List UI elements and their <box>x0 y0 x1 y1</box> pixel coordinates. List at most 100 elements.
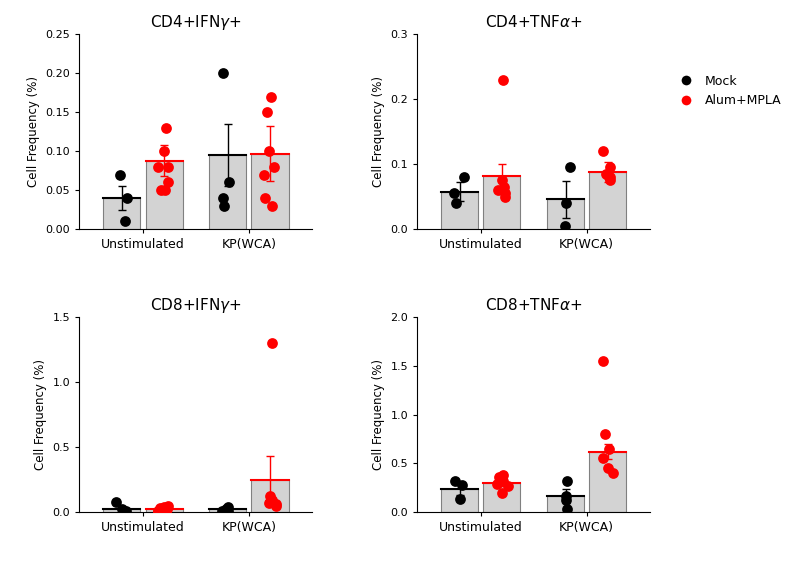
Point <box>603 163 616 172</box>
Point <box>152 506 165 516</box>
Point <box>268 162 281 171</box>
Point <box>118 217 131 226</box>
Point <box>223 178 236 187</box>
Y-axis label: Cell Frequency (%): Cell Frequency (%) <box>34 359 47 470</box>
Point <box>261 108 274 117</box>
Title: CD8+IFN$\gamma$+: CD8+IFN$\gamma$+ <box>150 296 242 315</box>
Point <box>264 492 277 501</box>
Point <box>450 199 462 208</box>
Point <box>263 497 276 506</box>
Bar <box>589 172 626 229</box>
Point <box>159 185 171 195</box>
Point <box>490 479 503 488</box>
Point <box>264 92 277 101</box>
Point <box>560 491 573 500</box>
Point <box>499 189 511 198</box>
Point <box>162 501 174 510</box>
Title: CD4+IFN$\gamma$+: CD4+IFN$\gamma$+ <box>150 13 242 32</box>
Bar <box>251 154 289 229</box>
Point <box>496 176 508 185</box>
Bar <box>103 198 140 229</box>
Point <box>259 193 271 203</box>
Point <box>600 430 612 439</box>
Bar <box>441 489 478 512</box>
Point <box>266 201 278 211</box>
Point <box>270 500 282 509</box>
Point <box>454 495 466 504</box>
Point <box>597 356 610 365</box>
Point <box>266 339 278 348</box>
Point <box>558 221 571 230</box>
Point <box>497 476 510 485</box>
Point <box>263 498 276 508</box>
Point <box>221 506 234 516</box>
Bar <box>441 192 478 229</box>
Point <box>216 506 228 516</box>
Point <box>496 488 508 497</box>
Point <box>222 502 235 512</box>
Point <box>596 147 609 156</box>
Point <box>216 69 229 78</box>
Point <box>158 147 170 156</box>
Point <box>600 170 613 179</box>
Point <box>161 505 174 514</box>
Point <box>603 176 616 185</box>
Point <box>218 201 231 211</box>
Point <box>270 501 282 510</box>
Point <box>220 505 232 514</box>
Point <box>120 506 132 516</box>
Point <box>216 193 229 203</box>
Point <box>559 496 572 505</box>
Point <box>561 476 573 485</box>
Point <box>458 172 470 182</box>
Bar <box>145 509 182 512</box>
Bar <box>251 480 289 512</box>
Bar <box>209 509 246 512</box>
Point <box>162 178 174 187</box>
Point <box>456 480 469 489</box>
Point <box>258 170 270 179</box>
Bar <box>484 483 520 512</box>
Point <box>262 147 275 156</box>
Point <box>265 496 278 505</box>
Bar <box>589 452 626 512</box>
Point <box>155 185 168 195</box>
Point <box>154 504 167 513</box>
Point <box>496 471 509 480</box>
Point <box>603 172 616 182</box>
Point <box>597 454 610 463</box>
Title: CD4+TNF$\alpha$+: CD4+TNF$\alpha$+ <box>485 14 583 30</box>
Point <box>109 497 122 506</box>
Point <box>607 468 619 477</box>
Point <box>498 183 511 192</box>
Bar <box>103 509 140 512</box>
Bar <box>547 496 584 512</box>
Point <box>492 185 504 195</box>
Title: CD8+TNF$\alpha$+: CD8+TNF$\alpha$+ <box>485 297 583 313</box>
Point <box>151 162 164 171</box>
Bar <box>145 160 182 229</box>
Point <box>447 189 460 198</box>
Legend: Mock, Alum+MPLA: Mock, Alum+MPLA <box>668 69 786 112</box>
Point <box>560 199 573 208</box>
Bar <box>484 176 520 229</box>
Point <box>502 481 515 490</box>
Y-axis label: Cell Frequency (%): Cell Frequency (%) <box>372 359 385 470</box>
Y-axis label: Cell Frequency (%): Cell Frequency (%) <box>372 76 385 187</box>
Point <box>492 472 505 481</box>
Point <box>564 163 577 172</box>
Point <box>159 506 172 515</box>
Point <box>162 162 174 171</box>
Point <box>160 123 173 133</box>
Point <box>603 172 615 182</box>
Point <box>497 75 510 84</box>
Point <box>448 476 461 485</box>
Point <box>158 502 170 512</box>
Point <box>561 505 573 514</box>
Bar <box>209 155 246 229</box>
Point <box>121 193 134 203</box>
Bar <box>547 199 584 229</box>
Point <box>602 444 615 453</box>
Point <box>498 192 511 201</box>
Point <box>115 505 128 514</box>
